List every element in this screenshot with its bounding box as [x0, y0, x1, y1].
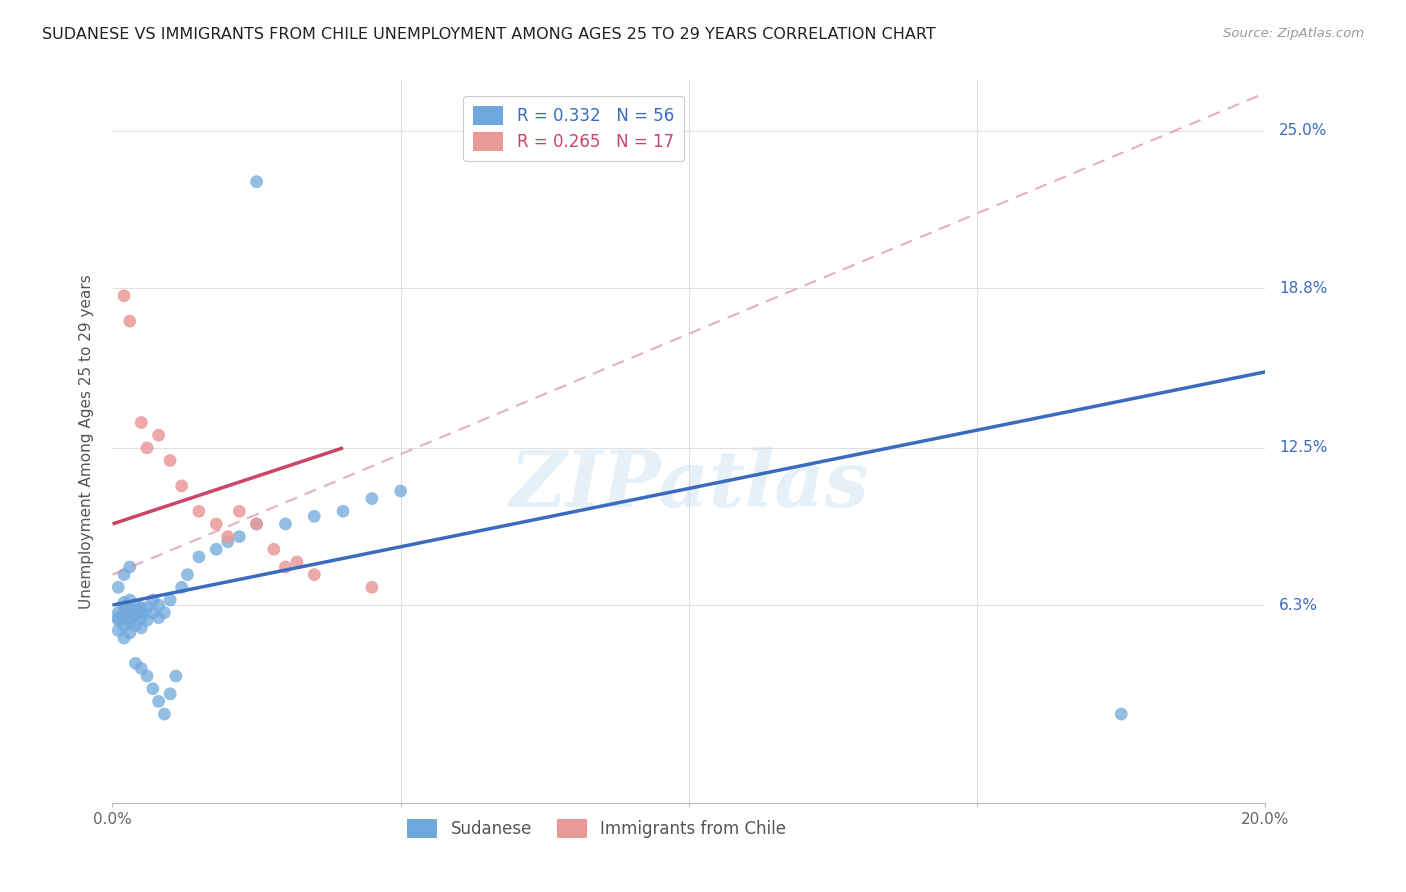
- Point: [136, 669, 159, 683]
- Point: [159, 453, 181, 467]
- Point: [107, 613, 129, 627]
- Point: [107, 580, 129, 594]
- Point: [304, 509, 326, 524]
- Point: [153, 606, 176, 620]
- Point: [107, 624, 129, 638]
- Point: [124, 598, 146, 612]
- Point: [360, 491, 382, 506]
- Point: [112, 567, 135, 582]
- Point: [153, 707, 176, 722]
- Point: [129, 661, 153, 675]
- Point: [118, 560, 141, 574]
- Point: [246, 175, 269, 189]
- Point: [124, 657, 146, 671]
- Point: [360, 580, 382, 594]
- Text: 12.5%: 12.5%: [1279, 441, 1327, 456]
- Point: [124, 603, 146, 617]
- Point: [246, 516, 269, 531]
- Text: ZIPatlas: ZIPatlas: [509, 447, 869, 523]
- Point: [246, 516, 269, 531]
- Point: [217, 534, 239, 549]
- Y-axis label: Unemployment Among Ages 25 to 29 years: Unemployment Among Ages 25 to 29 years: [79, 274, 94, 609]
- Point: [112, 608, 135, 623]
- Point: [170, 580, 193, 594]
- Text: 6.3%: 6.3%: [1279, 598, 1319, 613]
- Point: [1111, 707, 1133, 722]
- Point: [112, 631, 135, 645]
- Point: [107, 611, 129, 625]
- Point: [129, 621, 153, 635]
- Legend: Sudanese, Immigrants from Chile: Sudanese, Immigrants from Chile: [401, 813, 793, 845]
- Point: [188, 549, 211, 564]
- Point: [205, 542, 228, 557]
- Point: [148, 694, 170, 708]
- Point: [228, 530, 250, 544]
- Point: [170, 479, 193, 493]
- Point: [118, 615, 141, 630]
- Point: [129, 606, 153, 620]
- Point: [176, 567, 198, 582]
- Point: [389, 483, 412, 498]
- Point: [118, 611, 141, 625]
- Point: [188, 504, 211, 518]
- Point: [112, 618, 135, 632]
- Point: [263, 542, 285, 557]
- Point: [148, 611, 170, 625]
- Point: [112, 289, 135, 303]
- Point: [124, 618, 146, 632]
- Point: [118, 593, 141, 607]
- Point: [148, 428, 170, 442]
- Point: [274, 560, 297, 574]
- Point: [129, 611, 153, 625]
- Point: [159, 593, 181, 607]
- Point: [136, 613, 159, 627]
- Point: [165, 669, 187, 683]
- Text: SUDANESE VS IMMIGRANTS FROM CHILE UNEMPLOYMENT AMONG AGES 25 TO 29 YEARS CORRELA: SUDANESE VS IMMIGRANTS FROM CHILE UNEMPL…: [42, 27, 936, 42]
- Point: [332, 504, 354, 518]
- Point: [159, 687, 181, 701]
- Point: [285, 555, 308, 569]
- Point: [107, 606, 129, 620]
- Text: 25.0%: 25.0%: [1279, 123, 1327, 138]
- Point: [228, 504, 250, 518]
- Point: [274, 516, 297, 531]
- Point: [118, 626, 141, 640]
- Point: [142, 606, 165, 620]
- Point: [112, 600, 135, 615]
- Point: [112, 595, 135, 609]
- Text: Source: ZipAtlas.com: Source: ZipAtlas.com: [1223, 27, 1364, 40]
- Point: [142, 681, 165, 696]
- Point: [118, 314, 141, 328]
- Text: 18.8%: 18.8%: [1279, 281, 1327, 295]
- Point: [129, 600, 153, 615]
- Point: [142, 593, 165, 607]
- Point: [304, 567, 326, 582]
- Point: [118, 606, 141, 620]
- Point: [124, 608, 146, 623]
- Point: [136, 600, 159, 615]
- Point: [148, 598, 170, 612]
- Point: [129, 416, 153, 430]
- Point: [217, 530, 239, 544]
- Point: [136, 441, 159, 455]
- Point: [205, 516, 228, 531]
